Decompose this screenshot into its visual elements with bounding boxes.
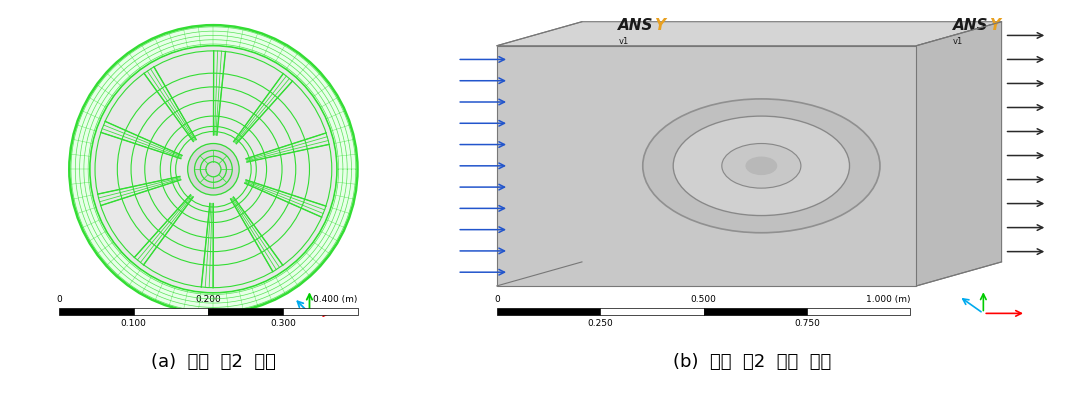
Text: 0: 0: [57, 295, 62, 304]
Bar: [133, 308, 208, 315]
Text: 0.300: 0.300: [270, 318, 296, 328]
Text: Y: Y: [654, 18, 666, 33]
Bar: [600, 308, 703, 315]
Text: v1: v1: [953, 37, 964, 46]
Circle shape: [69, 25, 357, 313]
Text: 0.500: 0.500: [690, 295, 717, 304]
Text: (b)  기본  휠2  전체  영역: (b) 기본 휠2 전체 영역: [673, 353, 831, 371]
Polygon shape: [497, 46, 917, 286]
Circle shape: [188, 144, 239, 195]
Circle shape: [642, 99, 880, 233]
Text: z: z: [764, 126, 769, 136]
Text: 0.100: 0.100: [121, 318, 146, 328]
Text: v1: v1: [619, 37, 628, 46]
Bar: [497, 308, 600, 315]
Text: (a)  기본  휠2  격자: (a) 기본 휠2 격자: [150, 353, 276, 371]
Text: 0: 0: [494, 295, 499, 304]
Text: 1.000 (m): 1.000 (m): [865, 295, 910, 304]
Circle shape: [69, 25, 357, 313]
Circle shape: [90, 46, 337, 293]
Circle shape: [92, 47, 335, 291]
Text: 0.200: 0.200: [195, 295, 221, 304]
Text: 0.400 (m): 0.400 (m): [313, 295, 357, 304]
Circle shape: [746, 157, 777, 174]
Polygon shape: [497, 22, 1002, 46]
Text: x: x: [819, 156, 825, 166]
Polygon shape: [917, 22, 1002, 286]
Text: 0.250: 0.250: [587, 318, 614, 328]
Bar: [283, 308, 357, 315]
Bar: [59, 308, 133, 315]
Text: ANS: ANS: [953, 18, 988, 33]
Text: ANS: ANS: [619, 18, 654, 33]
Bar: [208, 308, 283, 315]
Circle shape: [722, 144, 801, 188]
Text: Y: Y: [989, 18, 1000, 33]
Bar: [807, 308, 910, 315]
Text: 0.750: 0.750: [794, 318, 819, 328]
Circle shape: [673, 116, 849, 215]
Bar: [703, 308, 807, 315]
